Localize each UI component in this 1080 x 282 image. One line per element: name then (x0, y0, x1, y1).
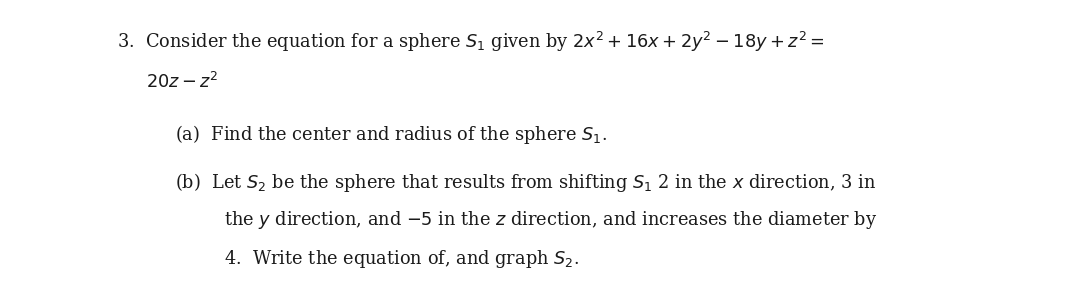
Text: (a)  Find the center and radius of the sphere $S_1$.: (a) Find the center and radius of the sp… (175, 123, 607, 146)
Text: $20z - z^2$: $20z - z^2$ (146, 72, 218, 92)
Text: (b)  Let $S_2$ be the sphere that results from shifting $S_1$ 2 in the $x$ direc: (b) Let $S_2$ be the sphere that results… (175, 171, 876, 194)
Text: 4.  Write the equation of, and graph $S_2$.: 4. Write the equation of, and graph $S_2… (224, 248, 579, 270)
Text: 3.  Consider the equation for a sphere $S_1$ given by $2x^2 + 16x + 2y^2 - 18y +: 3. Consider the equation for a sphere $S… (117, 30, 824, 54)
Text: the $y$ direction, and $-5$ in the $z$ direction, and increases the diameter by: the $y$ direction, and $-5$ in the $z$ d… (224, 209, 877, 231)
